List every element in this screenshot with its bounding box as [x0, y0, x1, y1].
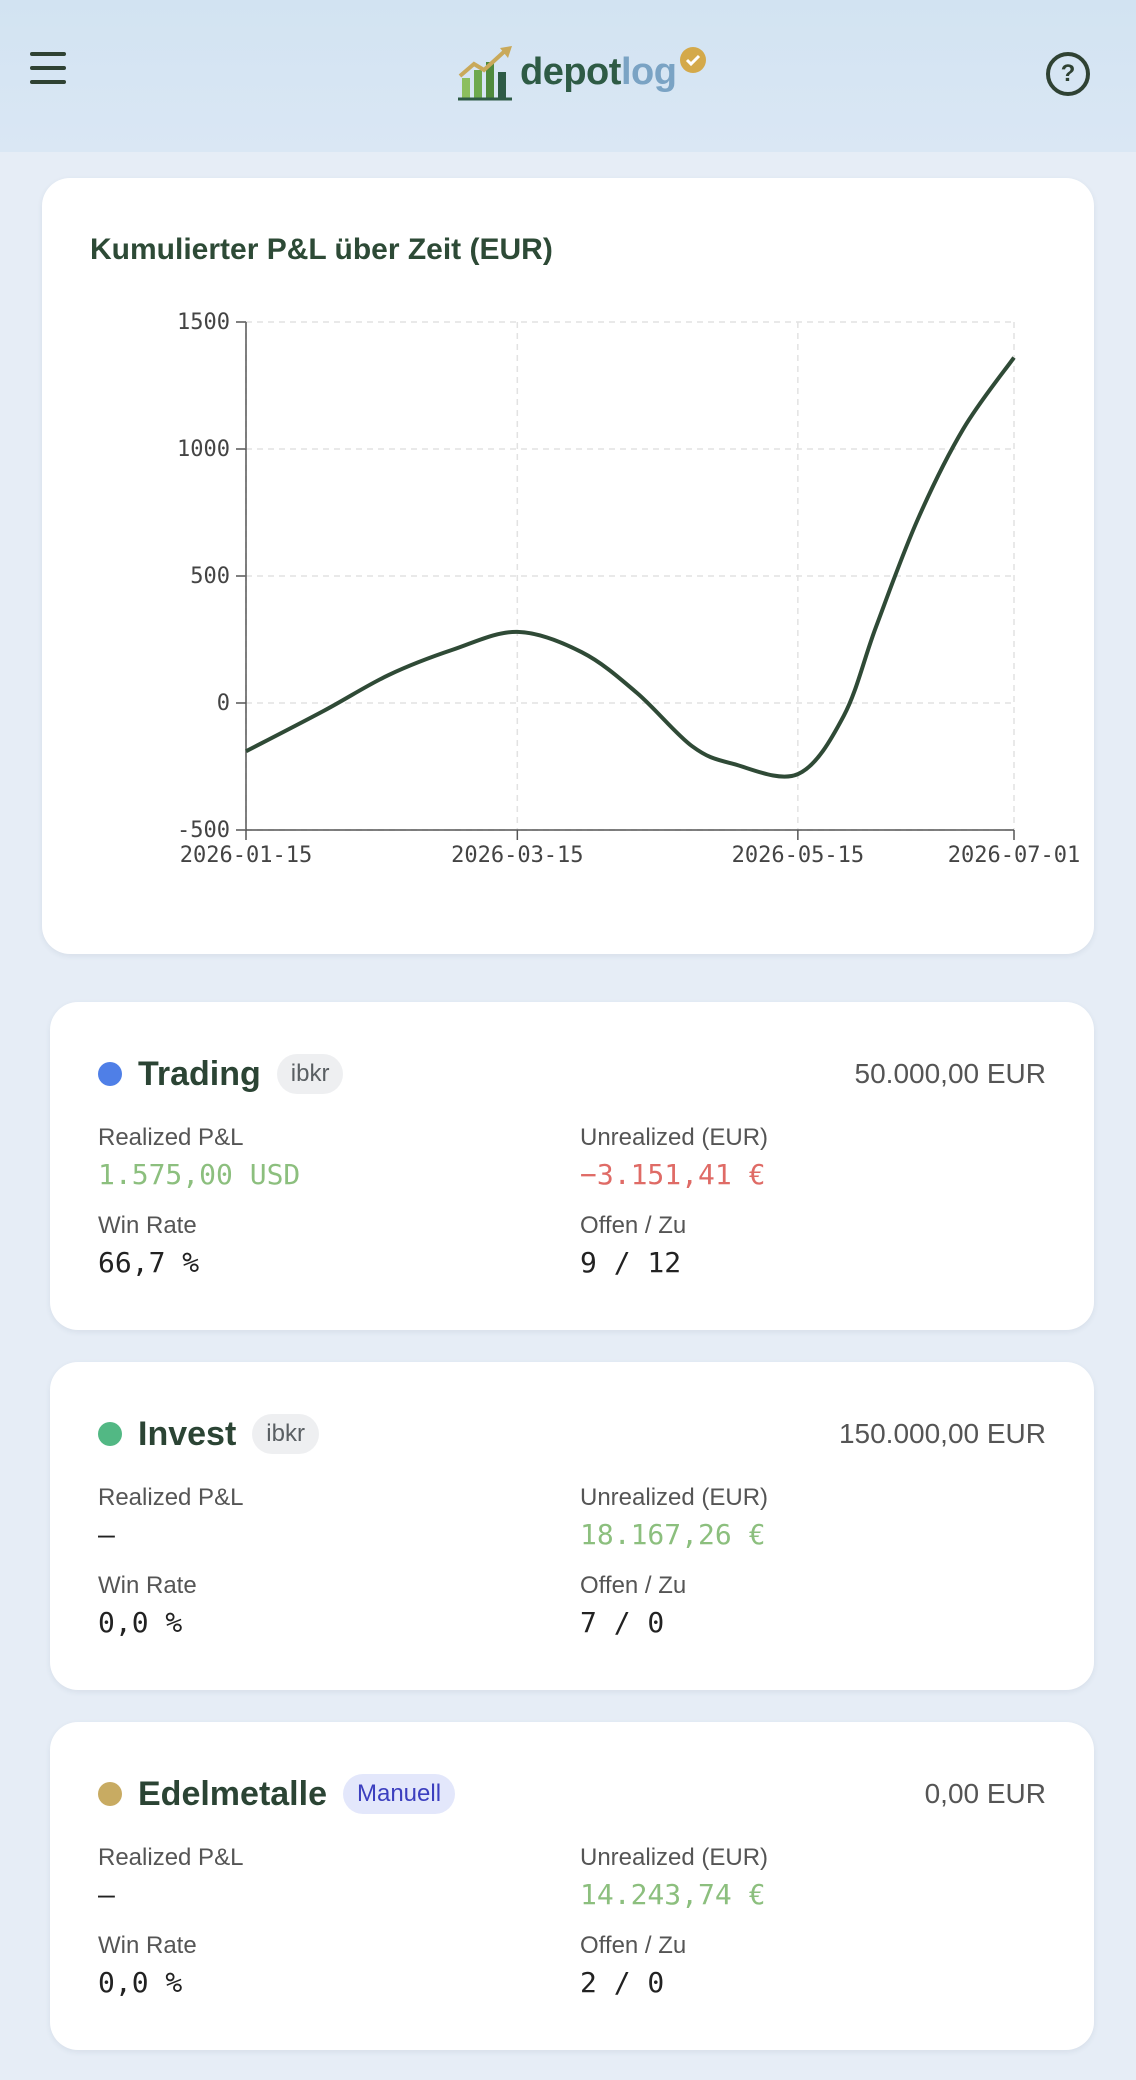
- account-card-trading[interactable]: Trading ibkr 50.000,00 EUR Realized P&L …: [50, 1002, 1094, 1330]
- win-rate-value: 0,0 %: [98, 1606, 183, 1639]
- win-rate-value: 66,7 %: [98, 1246, 200, 1279]
- logo-chart-icon: [458, 46, 512, 101]
- win-rate-label: Win Rate: [98, 1572, 197, 1599]
- account-balance: 50.000,00 EUR: [854, 1058, 1046, 1089]
- x-tick-label: 2026-05-15: [732, 843, 864, 868]
- account-name: Invest: [138, 1414, 237, 1453]
- account-card-edelmetalle[interactable]: Edelmetalle Manuell 0,00 EUR Realized P&…: [50, 1722, 1094, 2050]
- account-header: Edelmetalle Manuell: [98, 1774, 456, 1814]
- realized-pnl-label: Realized P&L: [98, 1844, 244, 1871]
- account-name: Trading: [138, 1054, 261, 1093]
- unrealized-pnl-value: 14.243,74 €: [580, 1878, 766, 1911]
- y-tick-label: 500: [190, 564, 230, 589]
- app-logo[interactable]: depotlog: [456, 42, 708, 102]
- unrealized-pnl-field: Unrealized (EUR) 14.243,74 €: [580, 1844, 768, 1911]
- y-tick-label: 0: [217, 691, 230, 716]
- account-name: Edelmetalle: [138, 1774, 327, 1813]
- x-tick-label: 2026-01-15: [180, 843, 312, 868]
- realized-pnl-field: Realized P&L 1.575,00 USD: [98, 1124, 300, 1191]
- realized-pnl-label: Realized P&L: [98, 1124, 244, 1151]
- x-tick-label: 2026-03-15: [451, 843, 583, 868]
- unrealized-pnl-value: −3.151,41 €: [580, 1158, 766, 1191]
- account-color-dot: [98, 1422, 122, 1446]
- win-rate-label: Win Rate: [98, 1212, 197, 1239]
- win-rate-field: Win Rate 0,0 %: [98, 1572, 197, 1639]
- realized-pnl-value: 1.575,00 USD: [98, 1158, 301, 1191]
- x-tick-label: 2026-07-01: [948, 843, 1080, 868]
- account-color-dot: [98, 1782, 122, 1806]
- account-header: Invest ibkr: [98, 1414, 319, 1454]
- question-circle-icon[interactable]: ?: [1046, 52, 1090, 96]
- unrealized-pnl-field: Unrealized (EUR) 18.167,26 €: [580, 1484, 768, 1551]
- realized-pnl-field: Realized P&L —: [98, 1844, 243, 1911]
- broker-badge: ibkr: [276, 1054, 344, 1094]
- broker-badge: ibkr: [252, 1414, 319, 1454]
- open-closed-value: 2 / 0: [580, 1966, 665, 1999]
- account-balance: 150.000,00 EUR: [838, 1418, 1046, 1449]
- open-closed-field: Offen / Zu 9 / 12: [580, 1212, 686, 1279]
- open-closed-label: Offen / Zu: [580, 1932, 687, 1959]
- open-closed-value: 7 / 0: [580, 1606, 665, 1639]
- win-rate-label: Win Rate: [98, 1932, 197, 1959]
- realized-pnl-value: —: [98, 1878, 115, 1911]
- unrealized-pnl-label: Unrealized (EUR): [580, 1124, 769, 1151]
- open-closed-label: Offen / Zu: [580, 1212, 687, 1239]
- verified-badge-icon: [680, 47, 707, 73]
- realized-pnl-value: —: [98, 1518, 115, 1551]
- win-rate-value: 0,0 %: [98, 1966, 183, 1999]
- unrealized-pnl-label: Unrealized (EUR): [580, 1484, 769, 1511]
- account-header: Trading ibkr: [98, 1054, 344, 1094]
- y-tick-label: 1500: [177, 310, 230, 335]
- account-color-dot: [98, 1062, 122, 1086]
- realized-pnl-label: Realized P&L: [98, 1484, 244, 1511]
- manual-badge: Manuell: [342, 1774, 456, 1814]
- hamburger-icon[interactable]: [30, 52, 70, 92]
- unrealized-pnl-value: 18.167,26 €: [580, 1518, 766, 1551]
- app-header: depotlog ?: [0, 0, 1136, 152]
- account-balance: 0,00 EUR: [924, 1778, 1046, 1809]
- open-closed-field: Offen / Zu 7 / 0: [580, 1572, 686, 1639]
- unrealized-pnl-field: Unrealized (EUR) −3.151,41 €: [580, 1124, 768, 1191]
- win-rate-field: Win Rate 0,0 %: [98, 1932, 197, 1999]
- logo-text: depotlog: [520, 50, 677, 93]
- y-tick-label: -500: [177, 818, 230, 843]
- pnl-line-chart: -500 0 500 1000 1500 2026-01-15 2026-03-15 2026…: [177, 310, 1080, 868]
- realized-pnl-field: Realized P&L —: [98, 1484, 243, 1551]
- chart-title: Kumulierter P&L über Zeit (EUR): [90, 233, 553, 266]
- y-tick-label: 1000: [177, 437, 230, 462]
- win-rate-field: Win Rate 66,7 %: [98, 1212, 199, 1279]
- open-closed-label: Offen / Zu: [580, 1572, 687, 1599]
- pnl-chart-card: Kumulierter P&L über Zeit (EUR) -500 0 500…: [42, 178, 1094, 954]
- open-closed-value: 9 / 12: [580, 1246, 682, 1279]
- account-card-invest[interactable]: Invest ibkr 150.000,00 EUR Realized P&L …: [50, 1362, 1094, 1690]
- unrealized-pnl-label: Unrealized (EUR): [580, 1844, 769, 1871]
- pnl-series-line: [245, 356, 1016, 779]
- open-closed-field: Offen / Zu 2 / 0: [580, 1932, 686, 1999]
- help-glyph: ?: [1060, 60, 1076, 87]
